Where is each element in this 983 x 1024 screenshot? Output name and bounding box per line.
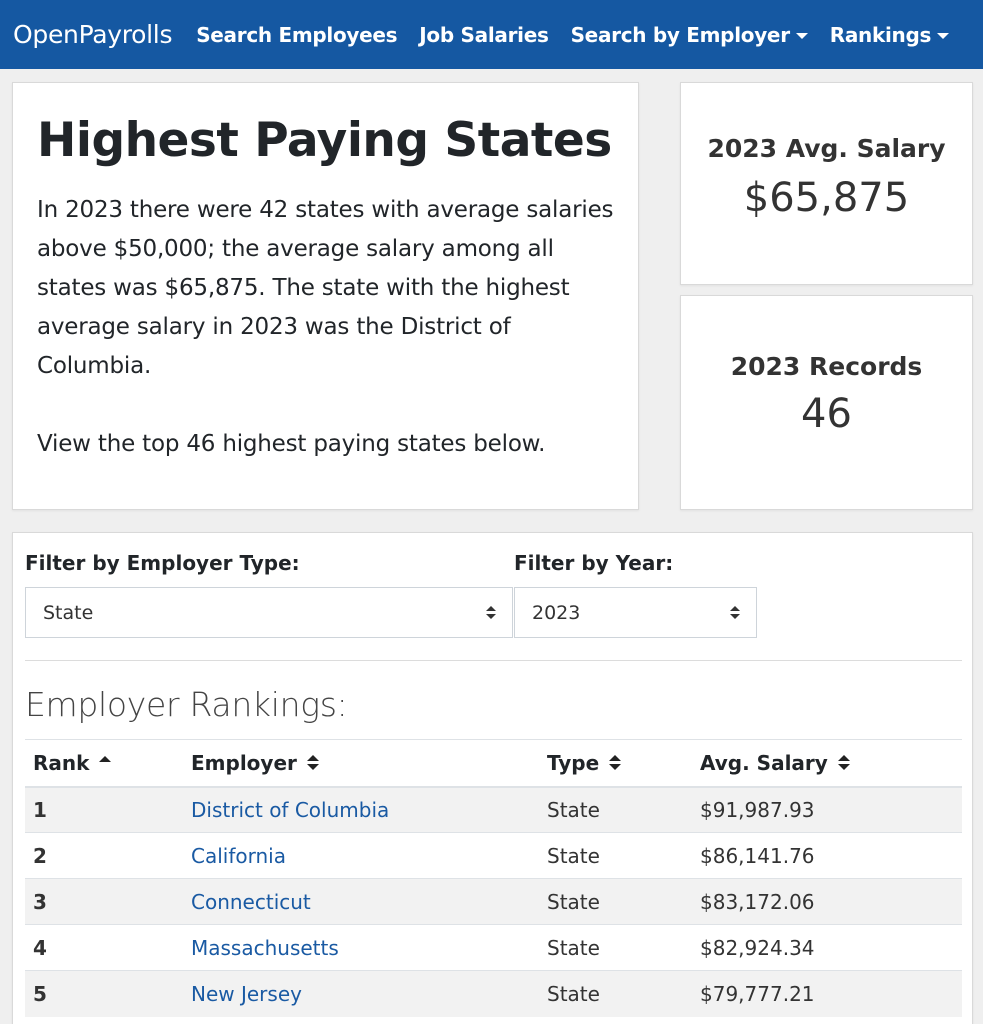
rank-cell: 1: [33, 797, 47, 822]
rank-cell: 5: [33, 981, 47, 1006]
employer-cell: New Jersey: [183, 971, 539, 1017]
records-label: 2023 Records: [730, 352, 923, 381]
salary-cell: $79,777.21: [700, 981, 815, 1006]
employer-cell: Massachusetts: [183, 925, 539, 971]
nav-search-employees[interactable]: Search Employees: [196, 23, 397, 47]
type-cell: State: [547, 797, 600, 822]
col-header-type-label: Type: [547, 750, 600, 775]
rank-cell: 2: [33, 843, 47, 868]
table-header-row: Rank Employer Type Avg. Salary: [25, 739, 962, 787]
intro-paragraph: In 2023 there were 42 states with averag…: [37, 197, 614, 380]
caret-down-icon: [937, 32, 950, 39]
col-header-avg-salary-label: Avg. Salary: [700, 750, 828, 775]
intro-view-paragraph: View the top 46 highest paying states be…: [37, 431, 546, 458]
salary-cell: $82,924.34: [700, 935, 815, 960]
nav-job-salaries[interactable]: Job Salaries: [419, 22, 549, 47]
year-selected-value: 2023: [532, 601, 581, 624]
page-title: Highest Paying States: [37, 113, 612, 168]
rankings-panel: Filter by Employer Type: State Filter by…: [12, 532, 973, 1024]
type-cell: State: [547, 935, 600, 960]
sort-icon: [609, 755, 622, 771]
nav-search-employees-label: Search Employees: [196, 22, 398, 47]
col-header-employer[interactable]: Employer: [183, 740, 539, 787]
sort-icon: [306, 755, 319, 771]
employer-type-filter-label: Filter by Employer Type:: [25, 551, 300, 575]
employer-link[interactable]: California: [191, 843, 286, 868]
nav-rankings-dropdown[interactable]: Rankings: [829, 22, 950, 47]
employer-link[interactable]: Connecticut: [191, 889, 311, 914]
nav-job-salaries-label: Job Salaries: [419, 22, 549, 47]
nav-search-by-employer-dropdown[interactable]: Search by Employer: [571, 23, 808, 47]
rank-cell: 4: [33, 935, 47, 960]
rankings-title: Employer Rankings:: [25, 685, 348, 724]
rankings-table: Rank Employer Type Avg. Salary 1 Distric…: [25, 739, 962, 1017]
nav-rankings-label: Rankings: [829, 22, 932, 47]
divider: [25, 660, 962, 661]
col-header-employer-label: Employer: [191, 750, 297, 775]
type-cell: State: [547, 981, 600, 1006]
year-filter-label: Filter by Year:: [514, 551, 674, 575]
table-row: 2 California State $86,141.76: [25, 832, 962, 879]
col-header-rank[interactable]: Rank: [25, 740, 183, 787]
table-row: 1 District of Columbia State $91,987.93: [25, 786, 962, 833]
sort-icon: [837, 755, 850, 771]
top-navbar: OpenPayrolls Search Employees Job Salari…: [0, 0, 983, 69]
salary-cell: $86,141.76: [700, 843, 815, 868]
caret-down-icon: [795, 32, 808, 39]
sort-ascending-icon: [99, 755, 112, 762]
year-select[interactable]: 2023: [514, 587, 757, 638]
select-arrows-icon: [730, 606, 740, 619]
intro-card: Highest Paying States In 2023 there were…: [12, 82, 639, 510]
col-header-type[interactable]: Type: [539, 740, 692, 787]
table-row: 3 Connecticut State $83,172.06: [25, 878, 962, 925]
nav-search-by-employer-label: Search by Employer: [570, 22, 790, 47]
col-header-rank-label: Rank: [33, 750, 90, 775]
employer-link[interactable]: New Jersey: [191, 981, 302, 1006]
rank-cell: 3: [33, 889, 47, 914]
avg-salary-card: 2023 Avg. Salary $65,875: [680, 82, 973, 285]
avg-salary-value: $65,875: [743, 175, 910, 221]
avg-salary-label: 2023 Avg. Salary: [707, 134, 946, 163]
col-header-avg-salary[interactable]: Avg. Salary: [692, 740, 962, 787]
employer-cell: California: [183, 833, 539, 879]
employer-link[interactable]: District of Columbia: [191, 797, 390, 822]
select-arrows-icon: [486, 606, 496, 619]
records-value: 46: [801, 391, 852, 437]
salary-cell: $83,172.06: [700, 889, 815, 914]
salary-cell: $91,987.93: [700, 797, 815, 822]
type-cell: State: [547, 889, 600, 914]
table-row: 4 Massachusetts State $82,924.34: [25, 924, 962, 971]
records-card: 2023 Records 46: [680, 295, 973, 510]
brand-logo[interactable]: OpenPayrolls: [13, 20, 173, 49]
employer-type-selected-value: State: [43, 601, 94, 624]
employer-link[interactable]: Massachusetts: [191, 935, 339, 960]
employer-cell: Connecticut: [183, 879, 539, 925]
type-cell: State: [547, 843, 600, 868]
employer-cell: District of Columbia: [183, 787, 539, 833]
table-row: 5 New Jersey State $79,777.21: [25, 970, 962, 1017]
employer-type-select[interactable]: State: [25, 587, 513, 638]
